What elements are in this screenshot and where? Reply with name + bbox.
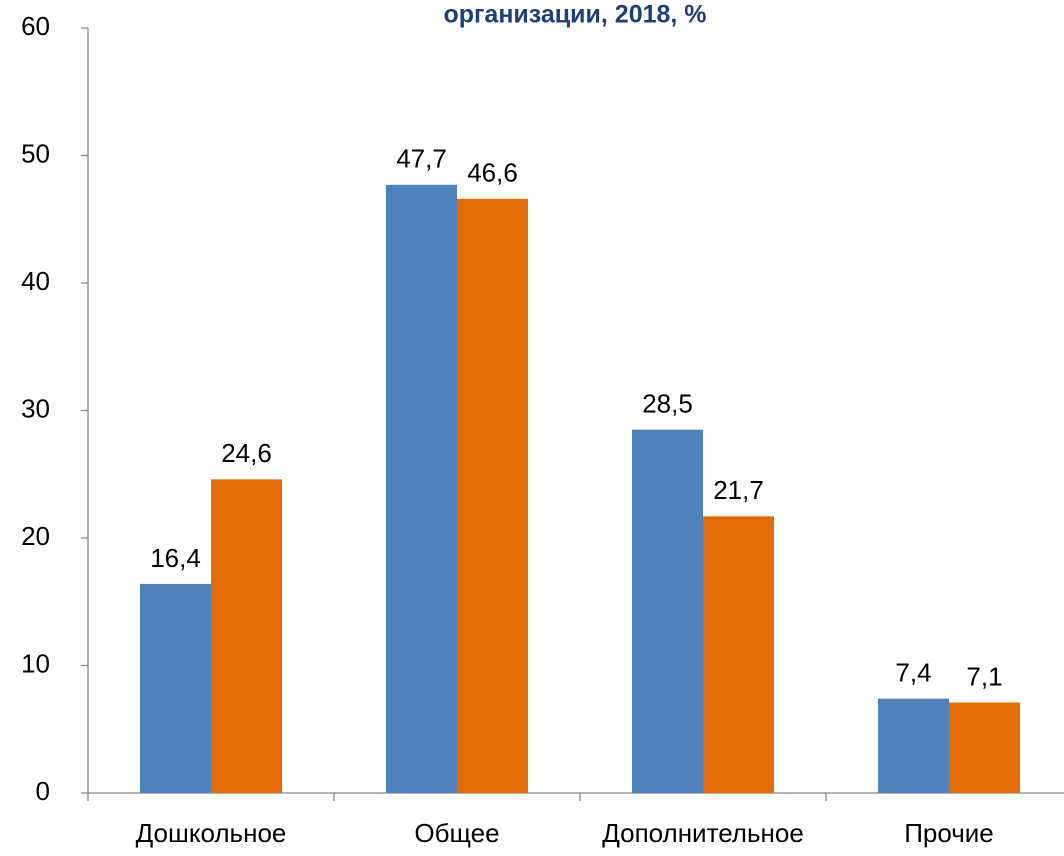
y-tick-label: 10 (21, 648, 50, 678)
data-label: 7,4 (895, 658, 931, 688)
data-label: 21,7 (713, 475, 764, 505)
chart-title: организации, 2018, % (443, 1, 706, 29)
bar (211, 479, 282, 793)
y-tick-label: 40 (21, 266, 50, 296)
data-label: 47,7 (396, 144, 447, 174)
data-label: 16,4 (150, 543, 201, 573)
y-tick-label: 0 (36, 776, 50, 806)
data-label: 24,6 (221, 438, 272, 468)
bar (457, 198, 528, 794)
x-tick-label: Прочие (904, 818, 994, 848)
x-tick-label: Общее (414, 818, 499, 848)
data-label: 7,1 (966, 661, 1002, 691)
bar (949, 702, 1020, 793)
bar (632, 429, 703, 793)
x-tick-label: Дошкольное (136, 818, 287, 848)
y-tick-label: 60 (21, 11, 50, 41)
bar (140, 583, 211, 793)
y-tick-label: 20 (21, 521, 50, 551)
bar (878, 698, 949, 793)
bar (386, 184, 457, 793)
data-label: 46,6 (467, 158, 518, 188)
y-tick-label: 50 (21, 138, 50, 168)
data-label: 28,5 (642, 389, 693, 419)
x-tick-label: Дополнительное (602, 818, 804, 848)
y-tick-label: 30 (21, 393, 50, 423)
bar (703, 516, 774, 793)
